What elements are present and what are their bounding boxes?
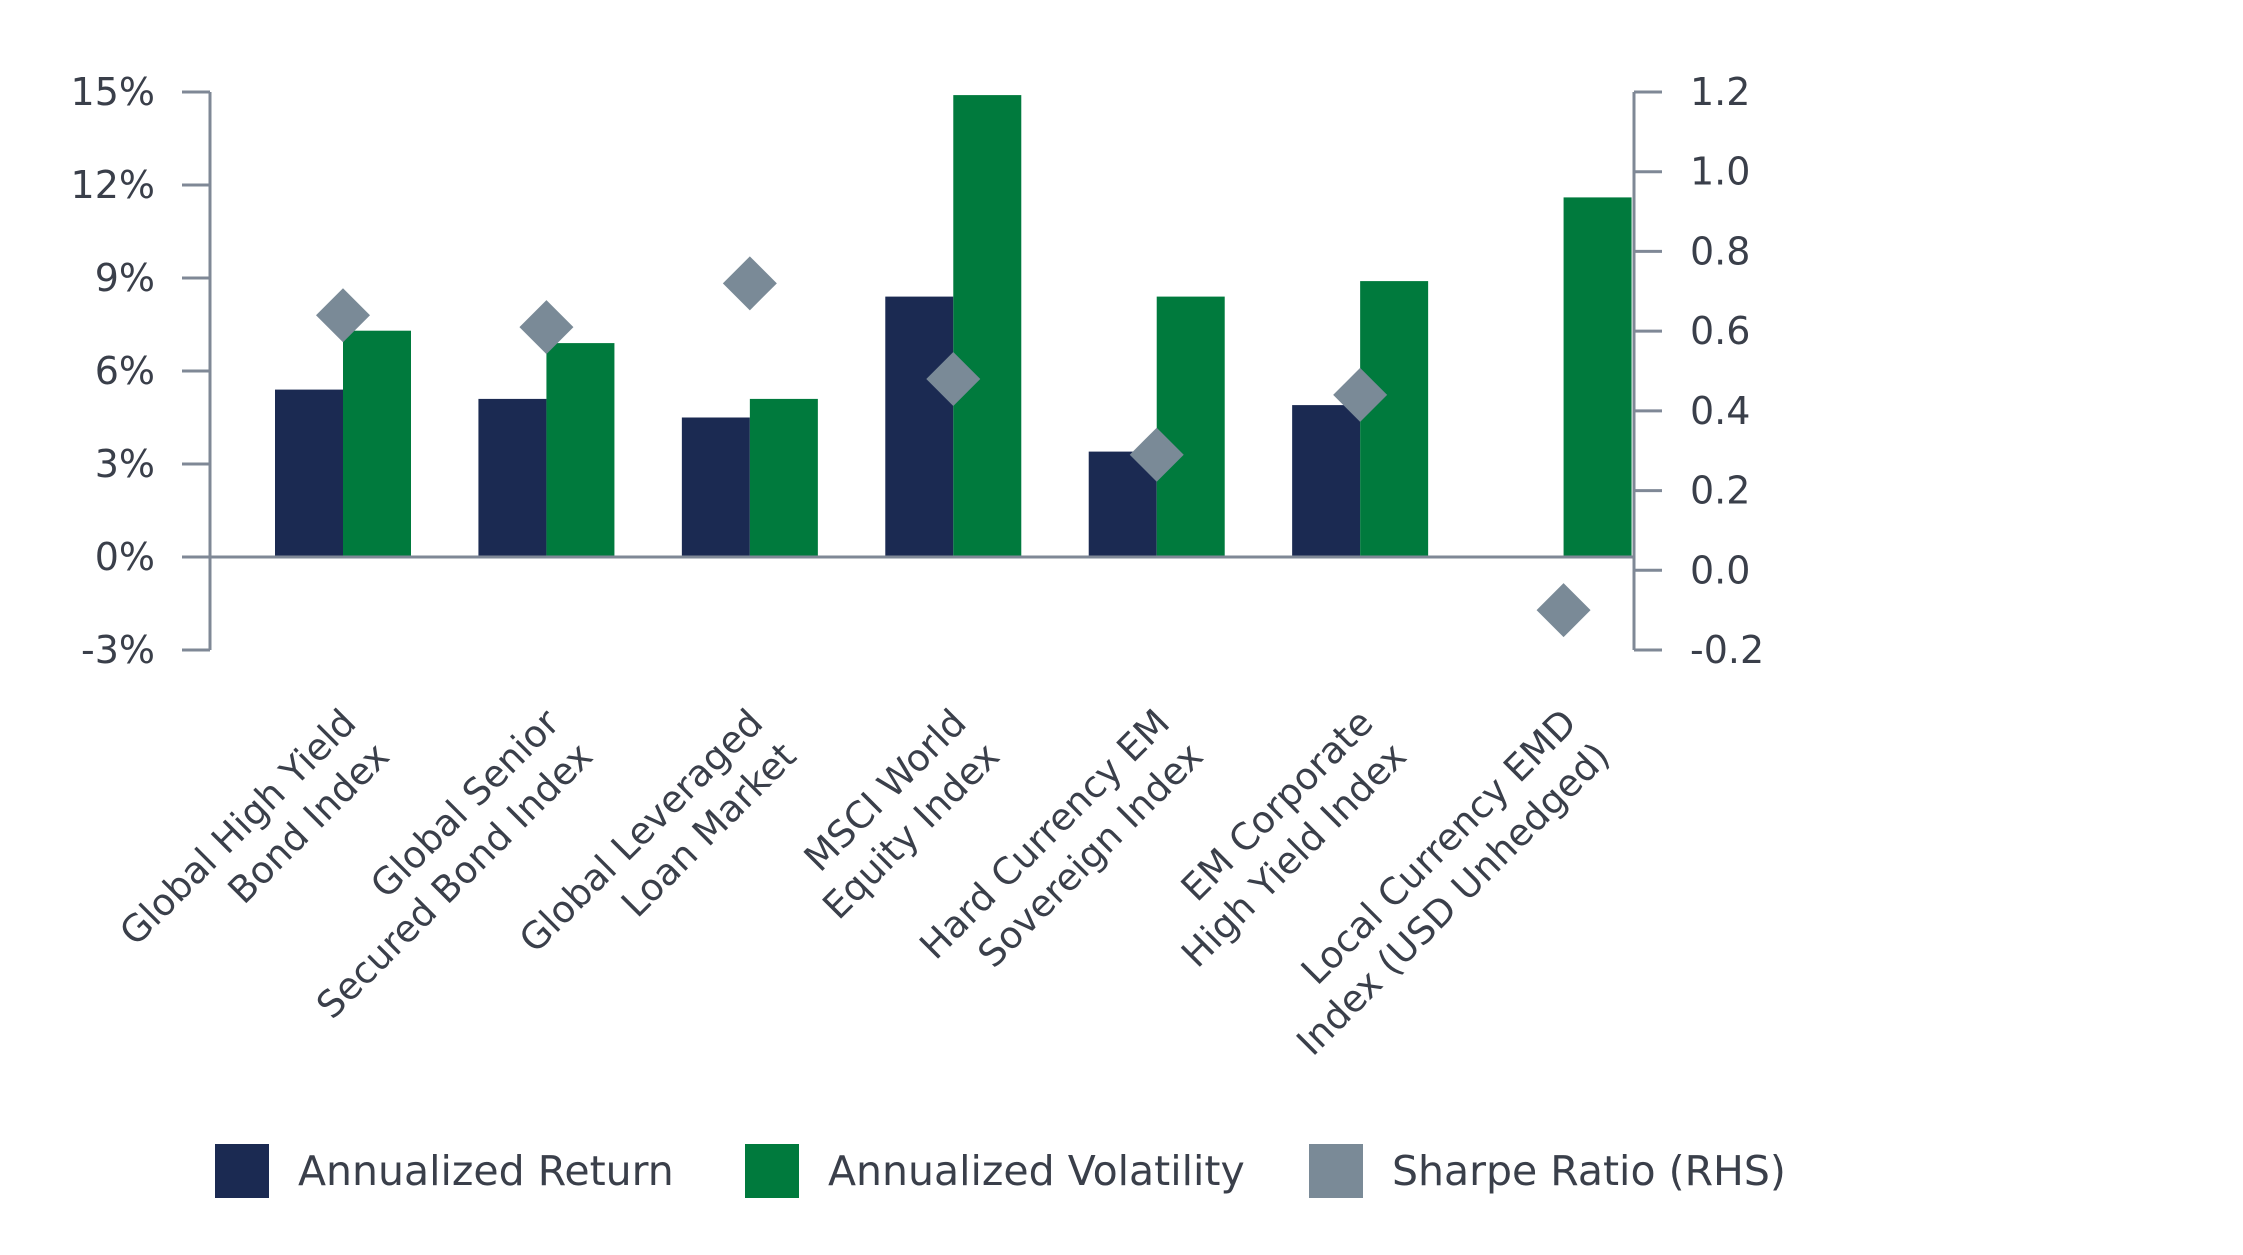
legend-label-sharpe-ratio-rhs-: Sharpe Ratio (RHS) xyxy=(1392,1147,1786,1195)
left-axis: 15% 12% 9% 6% 3% 0% -3% xyxy=(71,70,212,672)
right-tick-label: -0.2 xyxy=(1690,628,1764,672)
annualized-return-bar xyxy=(478,398,547,557)
annualized-return-bar xyxy=(1292,405,1361,557)
left-tick-label: 0% xyxy=(95,535,155,579)
sharpe-ratio-marker xyxy=(316,288,370,343)
right-tick-label: 1.2 xyxy=(1690,70,1750,114)
annualized-volatility-bar xyxy=(1563,197,1632,557)
sharpe-ratio-marker xyxy=(519,300,574,355)
annualized-volatility-bar xyxy=(1156,296,1225,557)
annualized-volatility-bar xyxy=(1360,281,1429,557)
right-tick-label: 0.6 xyxy=(1690,309,1750,353)
right-tick-label: 1.0 xyxy=(1690,150,1750,194)
left-tick-label: 12% xyxy=(71,163,155,207)
legend-swatch-annualized-return xyxy=(215,1144,269,1198)
legend-swatch-annualized-volatility xyxy=(745,1144,799,1198)
sharpe-ratio-marker xyxy=(926,351,981,406)
left-tick-label: 6% xyxy=(95,349,155,393)
annualized-return-bar xyxy=(885,296,954,557)
left-tick-label: -3% xyxy=(81,628,155,672)
legend-swatch-sharpe-ratio-rhs- xyxy=(1309,1144,1363,1198)
bars xyxy=(275,95,1632,557)
left-tick-label: 3% xyxy=(95,442,155,486)
sharpe-markers xyxy=(316,256,1591,638)
right-tick-label: 0.2 xyxy=(1690,469,1750,513)
sharpe-ratio-marker xyxy=(1129,427,1184,482)
legend-label-annualized-return: Annualized Return xyxy=(298,1147,674,1195)
legend: Annualized Return Annualized Volatility Sh… xyxy=(215,1144,1786,1198)
category-label: Global High YieldBond Index xyxy=(111,701,397,987)
sharpe-ratio-marker xyxy=(722,256,777,311)
annualized-return-bar xyxy=(681,417,750,557)
category-label: Global LeveragedLoan Market xyxy=(511,701,804,994)
right-tick-label: 0.0 xyxy=(1690,548,1750,592)
right-tick-label: 0.4 xyxy=(1690,389,1750,433)
annualized-volatility-bar xyxy=(343,330,411,557)
annualized-volatility-bar xyxy=(953,95,1022,557)
left-tick-label: 9% xyxy=(95,256,155,300)
annualized-volatility-bar xyxy=(546,343,615,557)
legend-label-annualized-volatility: Annualized Volatility xyxy=(828,1147,1245,1195)
right-tick-label: 0.8 xyxy=(1690,229,1750,273)
sharpe-ratio-marker xyxy=(1536,583,1591,638)
left-tick-label: 15% xyxy=(71,70,155,114)
right-axis: 1.2 1.0 0.8 0.6 0.4 0.2 0.0 -0.2 xyxy=(1632,70,1764,672)
annualized-volatility-bar xyxy=(749,398,818,557)
annualized-return-bar xyxy=(275,389,343,557)
sharpe-ratio-marker xyxy=(1333,367,1388,422)
